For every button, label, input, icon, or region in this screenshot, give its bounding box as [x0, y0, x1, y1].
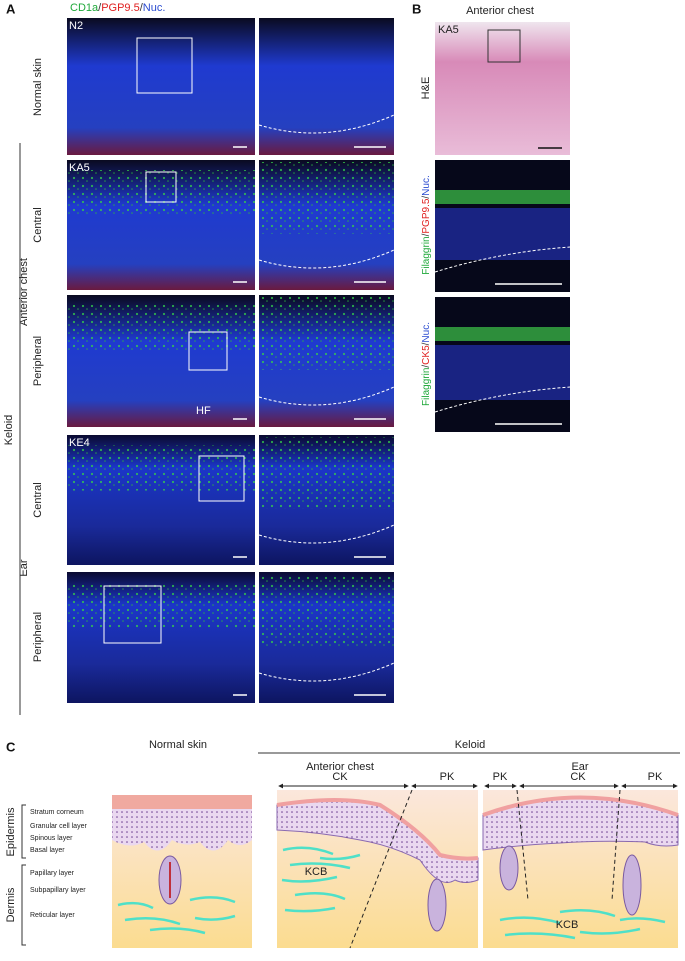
layer-label: Basal layer: [30, 847, 65, 854]
panel-letter: A: [6, 1, 16, 16]
border-line: [258, 524, 395, 544]
border-line: [258, 249, 395, 269]
layer-label: Papillary layer: [30, 870, 75, 877]
sample-id: N2: [69, 20, 83, 32]
marker-signal: [67, 445, 255, 491]
row-label: Normal skin: [32, 58, 44, 116]
rete: [427, 878, 447, 932]
site-title: Anterior chest: [306, 761, 374, 773]
schematic: C Normal skin Keloid Anterior chest Ear …: [5, 739, 680, 949]
boundary: [349, 789, 413, 949]
region: CK: [332, 771, 348, 783]
layer-label: Granular cell layer: [30, 823, 87, 830]
epidermis: [483, 797, 678, 850]
border-line: [434, 386, 571, 413]
region: CK: [570, 771, 586, 783]
kcb-label: KCB: [305, 866, 328, 878]
collagen: [499, 908, 666, 940]
marker-signal: [435, 190, 570, 204]
micrograph: [435, 22, 570, 155]
zone-label: Dermis: [5, 887, 17, 922]
sample-id: KA5: [438, 24, 459, 36]
panel-letter: B: [412, 1, 421, 16]
zone-label: Epidermis: [5, 807, 17, 856]
rete: [499, 845, 519, 891]
inset-box: [487, 29, 521, 63]
group-label: Anterior chest: [18, 258, 30, 326]
inset-box: [188, 331, 228, 371]
boundary: [611, 789, 621, 901]
micrographs: [67, 18, 571, 703]
panel-title: Anterior chest: [466, 5, 534, 17]
sample-id: KA5: [69, 162, 90, 174]
layer-label: Subpapillary layer: [30, 887, 86, 894]
stain-label: H&E: [420, 77, 432, 100]
site-title: Ear: [571, 761, 588, 773]
border-line: [258, 114, 395, 134]
annotation: HF: [196, 405, 211, 417]
nuclei: [435, 345, 570, 400]
stain-label: Filaggrin/CK5/Nuc.: [421, 322, 432, 406]
stratum-corneum: [112, 795, 252, 809]
column-title: Keloid: [455, 739, 486, 751]
group-label: Ear: [18, 559, 30, 576]
bracket: [21, 804, 26, 946]
marker-signal: [67, 170, 255, 216]
inset-box: [103, 585, 162, 644]
region: PK: [440, 771, 455, 783]
row-label: Peripheral: [32, 336, 44, 386]
epidermis: [112, 809, 252, 851]
border-line: [258, 662, 395, 682]
layer-label: Spinous layer: [30, 835, 73, 842]
column-title: Normal skin: [149, 739, 207, 751]
row-label: Central: [32, 207, 44, 242]
stain-label: CD1a/PGP9.5/Nuc.: [70, 2, 165, 14]
stain-label: Filaggrin/PGP9.5/Nuc.: [421, 175, 432, 275]
inset-box: [136, 37, 193, 94]
row-label: Peripheral: [32, 612, 44, 662]
panel-letter: C: [6, 739, 16, 754]
stratum-corneum: [482, 795, 679, 817]
nuclei: [435, 208, 570, 260]
micrograph: [259, 18, 394, 155]
collagen: [281, 846, 361, 913]
row-label: Central: [32, 482, 44, 517]
rete: [622, 854, 642, 916]
sample-id: KE4: [69, 437, 90, 449]
marker-signal: [435, 327, 570, 341]
border-line: [258, 386, 395, 406]
inset-box: [198, 455, 245, 502]
kcb-label: KCB: [556, 919, 579, 931]
layer-label: Reticular layer: [30, 912, 75, 919]
marker-signal: [67, 305, 255, 352]
region: PK: [493, 771, 508, 783]
marker-signal: [259, 162, 394, 234]
group-label: Keloid: [3, 415, 15, 446]
boundary: [516, 789, 529, 901]
stratum-corneum: [276, 798, 479, 861]
epidermis: [277, 800, 478, 883]
collagen: [117, 896, 236, 935]
region: PK: [648, 771, 663, 783]
marker-signal: [259, 574, 394, 647]
marker-signal: [259, 297, 394, 370]
micrograph: [67, 18, 255, 155]
layer-label: Stratum corneum: [30, 809, 84, 816]
marker-signal: [259, 437, 394, 509]
inset-box: [145, 171, 177, 203]
border-line: [434, 246, 571, 273]
